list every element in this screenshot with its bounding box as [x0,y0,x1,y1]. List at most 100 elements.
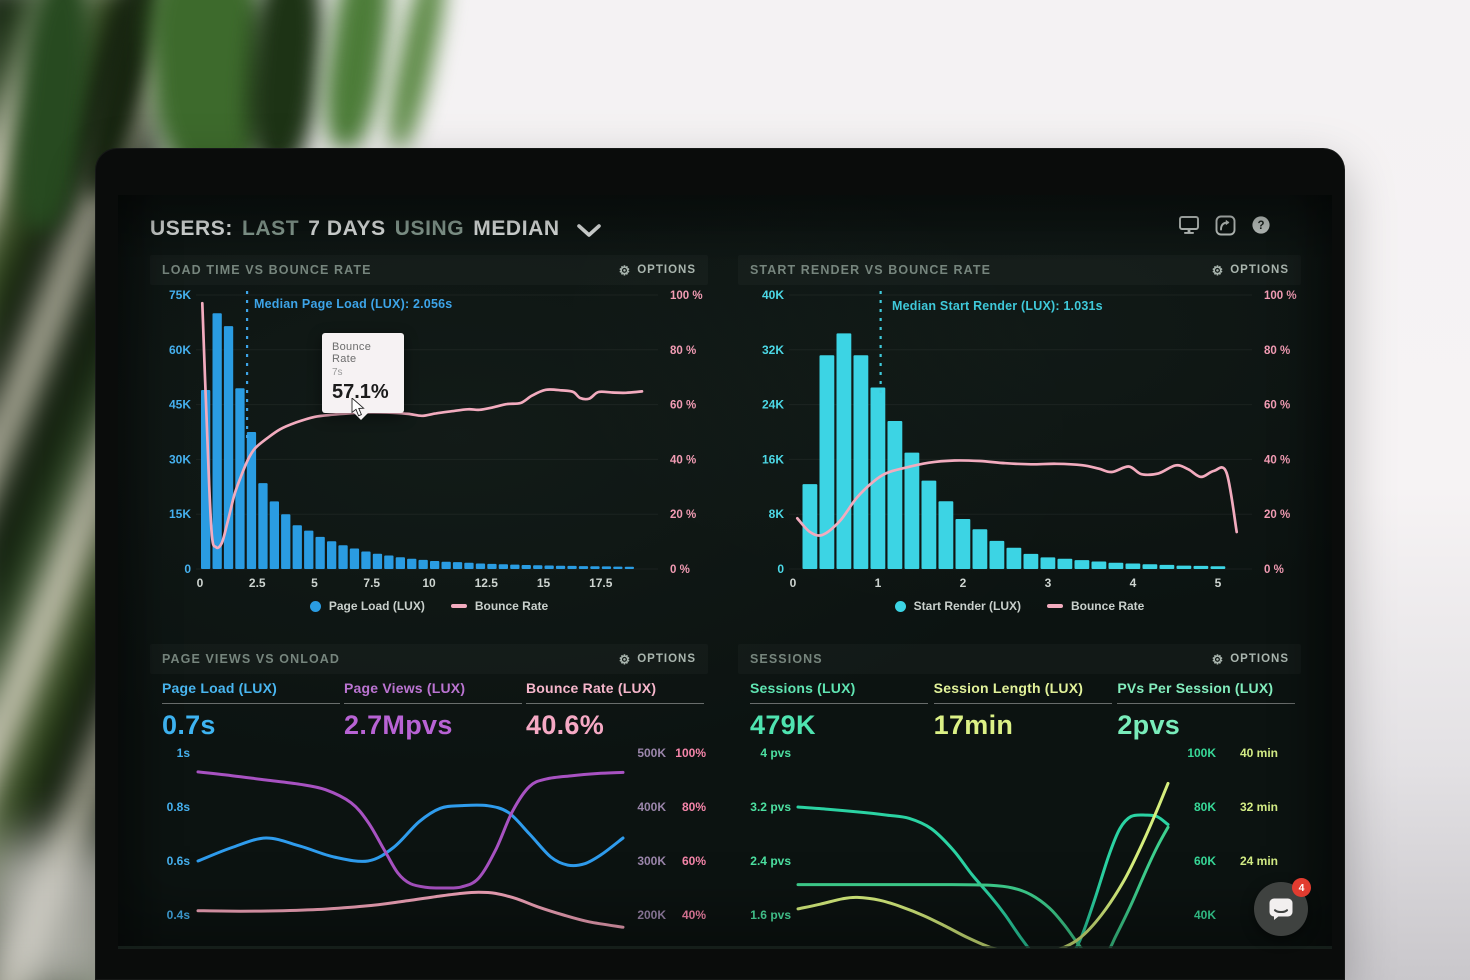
x-tick: 0 [197,576,204,590]
stat-label: Session Length (LUX) [933,680,1084,696]
histogram-bar [372,553,383,569]
histogram-bar [802,484,818,569]
y-left-tick: 15K [169,507,191,521]
y-right-tick-secondary: 24 min [1240,854,1278,868]
y-left-tick: 75K [169,288,191,302]
plant-leaf [240,0,330,173]
options-label: OPTIONS [637,653,696,665]
y-right-tick-primary: 40K [1194,908,1216,922]
load-time-chart: 75K 100 % 60K 80 % 45K 60 % 30K 40 % 15K 20 % 0 0 %… [150,285,708,602]
y-right-tick-primary: 500K [637,746,666,760]
stat-value: 479K [750,710,816,740]
histogram-bar [836,333,852,569]
series-line [796,805,1170,948]
legend-marker [1046,604,1063,608]
stat: Bounce Rate (LUX) 40.6% [526,680,708,741]
legend-marker [309,600,321,612]
legend-marker [894,600,906,612]
histogram-bar [578,566,589,569]
share-icon[interactable] [1214,214,1236,236]
x-tick: 15 [537,576,551,590]
legend-item: Bounce Rate [450,599,548,613]
dashboard-header: USERS: LAST 7 DAYS USING MEDIAN ? [150,211,1300,247]
gear-icon: ⚙ [618,262,632,278]
y-right-tick: 40 % [670,454,696,466]
series-line [196,770,625,890]
stats-row: Page Load (LUX) 0.7s Page Views (LUX) 2.7Mp… [162,680,708,741]
histogram-bar [567,565,577,569]
legend-item: Page Load (LUX) [309,599,425,613]
options-button[interactable]: ⚙ OPTIONS [1212,264,1289,277]
histogram-bar [1040,557,1056,569]
histogram-bar [955,519,971,569]
title-part: LAST [241,217,300,240]
tooltip-title: Bounce Rate [332,341,372,365]
histogram-bar [1091,561,1107,569]
stat-divider [1117,703,1296,704]
histogram-bar [384,555,394,569]
options-button[interactable]: ⚙ OPTIONS [619,264,696,277]
options-button[interactable]: ⚙ OPTIONS [1212,653,1289,666]
histogram-bar [498,564,508,569]
gear-icon: ⚙ [1211,651,1225,667]
legend-label: Page Load (LUX) [328,599,425,613]
panel-load-time: LOAD TIME VS BOUNCE RATE ⚙ OPTIONS 75K 10… [150,255,708,627]
tooltip-subtitle: 7s [332,367,343,378]
start-render-chart-svg: 40K 100 % 32K 80 % 24K 60 % 16K 40 % 8K 20 % 0 0 % 0… [762,288,1297,590]
legend-label: Bounce Rate [1070,599,1145,613]
x-tick: 3 [1045,576,1052,590]
y-left-tick: 1.6 pvs [750,908,791,922]
histogram-bar [555,565,566,569]
plant-leaf [316,0,399,153]
help-icon[interactable]: ? [1250,214,1272,236]
histogram-bar [544,565,554,569]
stat-divider [933,703,1112,704]
y-left-tick: 1s [177,746,191,760]
histogram-bar [441,561,451,569]
users-range-dropdown[interactable]: USERS: LAST 7 DAYS USING MEDIAN [150,217,601,241]
histogram-bar [212,313,222,569]
gear-icon: ⚙ [1211,262,1225,278]
x-tick: 12.5 [475,576,499,590]
dashboard-screen: USERS: LAST 7 DAYS USING MEDIAN ? LOAD TIME … [118,195,1332,948]
x-tick: 10 [422,576,436,590]
y-left-tick: 40K [762,288,784,302]
legend-marker [450,604,467,608]
options-label: OPTIONS [1230,264,1289,276]
panel-page-views: PAGE VIEWS VS ONLOAD ⚙ OPTIONS Page Load… [150,644,708,948]
x-tick: 5 [1215,576,1222,590]
y-right-tick-secondary: 60% [682,854,706,868]
stat-label: Bounce Rate (LUX) [526,680,657,696]
y-left-tick: 24K [762,398,784,412]
chat-widget-button[interactable]: 4 [1254,878,1311,936]
stat-label: Page Load (LUX) [162,680,278,696]
load-time-chart-svg: 75K 100 % 60K 80 % 45K 60 % 30K 40 % 15K 20 % 0 0 %… [169,288,703,590]
screen-bottom-edge [118,946,1332,949]
stat-label: PVs Per Session (LUX) [1117,680,1274,696]
median-annotation: Median Start Render (LUX): 1.031s [892,299,1103,313]
histogram-bar [1006,547,1022,569]
page-views-chart-svg: 1s 500K 100% 0.8s 400K 80% 0.6s 300K 60% 0.4s 200K… [167,746,706,929]
sessions-chart: 4 pvs 100K 40 min 3.2 pvs 80K 32 min 2.4 pvs 60… [738,746,1301,948]
histogram-bar [269,501,279,569]
display-icon[interactable] [1178,214,1200,236]
histogram-bar [258,483,268,569]
y-right-tick: 40 % [1264,454,1290,466]
histogram-bar [972,529,988,569]
bounce-rate-line [200,301,644,550]
histogram-bar [887,421,903,569]
y-right-tick-secondary: 40% [682,908,706,922]
histogram-bar [315,536,325,569]
panel-title: SESSIONS [750,652,823,666]
stat-label: Sessions (LUX) [750,680,856,696]
y-right-tick: 80 % [670,345,696,357]
options-button[interactable]: ⚙ OPTIONS [619,653,696,666]
options-label: OPTIONS [1230,653,1289,665]
histogram-bar [521,565,531,569]
series-line [796,825,1170,948]
y-left-tick: 0.4s [167,908,191,922]
stat-divider [750,703,928,704]
legend-label: Start Render (LUX) [913,599,1021,613]
histogram-bar [1193,565,1209,569]
histogram-bar [292,525,302,569]
